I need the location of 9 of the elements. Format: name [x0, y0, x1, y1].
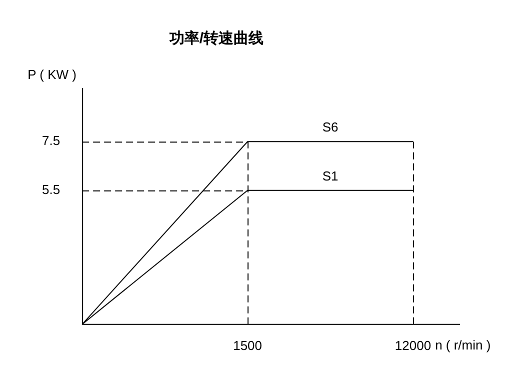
y-tick-label: 7.5	[42, 133, 60, 148]
x-tick-label: 1500	[233, 338, 262, 353]
series-label: S6	[322, 120, 338, 135]
series-label: S1	[322, 168, 338, 184]
y-axis-title: P ( KW )	[28, 67, 77, 82]
x-axis-title: n ( r/min )	[435, 337, 491, 352]
y-tick-label: 5.5	[42, 182, 60, 197]
x-tick-label: 12000	[394, 338, 432, 353]
chart-title: 功率/转速曲线	[168, 29, 264, 48]
